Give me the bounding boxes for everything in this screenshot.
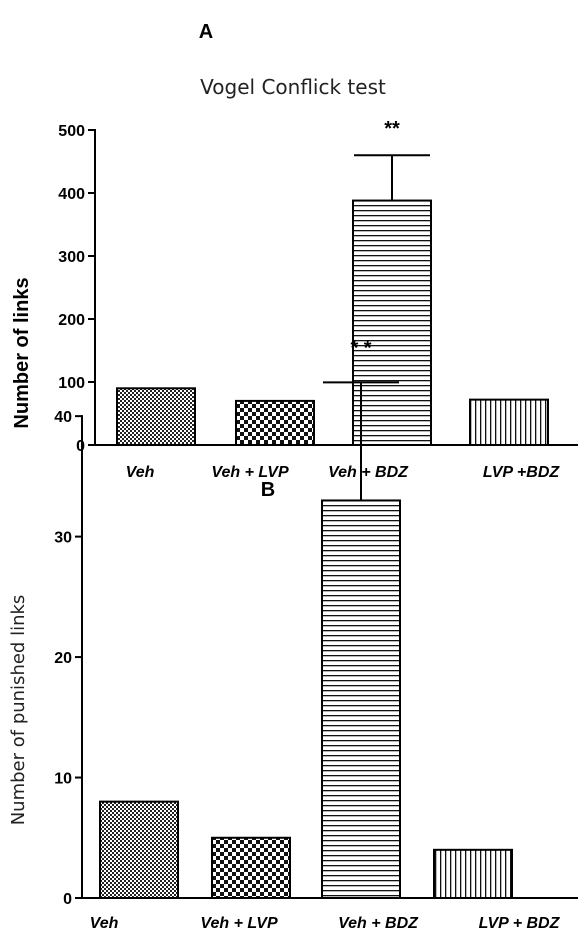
- bar-veh-lvp: [211, 836, 291, 900]
- panel-a-letter: A: [199, 21, 213, 43]
- y-tick-label: 200: [58, 312, 85, 329]
- y-tick-label: 20: [54, 650, 72, 667]
- y-tick-label: 10: [54, 771, 72, 788]
- y-tick-label: 0: [63, 891, 72, 908]
- bar-veh-bdz: [352, 199, 432, 446]
- panel-b-y-axis-label: Number of punished links: [8, 595, 29, 826]
- bar-veh-bdz: [321, 499, 401, 899]
- panel-b-labels: Veh Veh + LVP Veh + BDZ LVP + BDZ * *: [90, 337, 561, 932]
- x-category-label: Veh: [126, 464, 155, 481]
- panel-b-chart: B Number of punished links 0 10 20 30 40 Veh…: [8, 337, 578, 932]
- bar-veh: [99, 800, 179, 900]
- panel-a-labels: Veh Veh + LVP Veh + BDZ LVP +BDZ **: [126, 118, 561, 481]
- panel-b-letter: B: [261, 479, 275, 501]
- bar-lvp-bdz: [469, 398, 549, 447]
- x-category-label: Veh + BDZ: [338, 915, 419, 932]
- panel-b-bars: [99, 381, 513, 900]
- panel-a-title: Vogel Conflick test: [200, 75, 386, 99]
- y-tick-label: 30: [54, 530, 72, 547]
- bar-lvp-bdz: [433, 848, 513, 900]
- x-category-label: LVP +BDZ: [483, 464, 561, 481]
- bar-veh-lvp: [235, 399, 315, 446]
- bar-veh: [116, 387, 196, 446]
- y-tick-label: 500: [58, 123, 85, 140]
- x-category-label: LVP + BDZ: [479, 915, 561, 932]
- significance-marker: * *: [350, 337, 371, 359]
- panel-a-chart: A Vogel Conflick test Number of links 0 1…: [11, 21, 578, 481]
- significance-marker: **: [384, 118, 400, 140]
- panel-a-y-axis-label: Number of links: [11, 277, 33, 428]
- x-category-label: Veh + LVP: [211, 464, 289, 481]
- y-tick-label: 400: [58, 186, 85, 203]
- x-category-label: Veh: [90, 915, 119, 932]
- x-category-label: Veh + BDZ: [328, 464, 409, 481]
- y-tick-label: 40: [54, 409, 72, 426]
- y-tick-label: 0: [76, 438, 85, 455]
- panel-a-bars: [116, 154, 549, 447]
- y-tick-label: 100: [58, 375, 85, 392]
- y-tick-label: 300: [58, 249, 85, 266]
- x-category-label: Veh + LVP: [200, 915, 278, 932]
